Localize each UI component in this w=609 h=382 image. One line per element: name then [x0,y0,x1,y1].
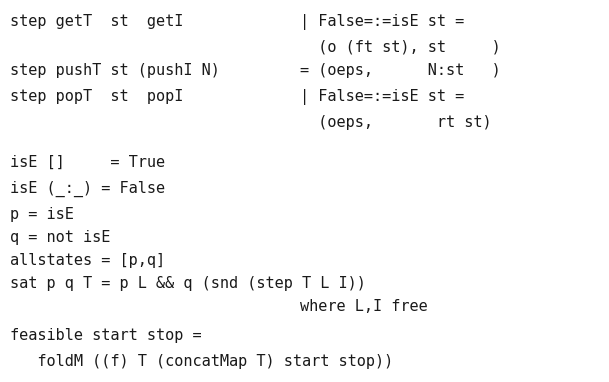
Text: step popT  st  popI: step popT st popI [10,89,183,104]
Text: q = not isE: q = not isE [10,230,110,245]
Text: = (oeps,      N:st   ): = (oeps, N:st ) [300,63,501,78]
Text: step getT  st  getI: step getT st getI [10,14,183,29]
Text: (o (ft st), st     ): (o (ft st), st ) [300,40,501,55]
Text: isE []     = True: isE [] = True [10,155,165,170]
Text: step pushT st (pushI N): step pushT st (pushI N) [10,63,220,78]
Text: feasible start stop =: feasible start stop = [10,328,202,343]
Text: | False=:=isE st =: | False=:=isE st = [300,14,464,30]
Text: isE (_:_) = False: isE (_:_) = False [10,181,165,197]
Text: p = isE: p = isE [10,207,74,222]
Text: | False=:=isE st =: | False=:=isE st = [300,89,464,105]
Text: where L,I free: where L,I free [300,299,428,314]
Text: (oeps,       rt st): (oeps, rt st) [300,115,491,130]
Text: allstates = [p,q]: allstates = [p,q] [10,253,165,268]
Text: foldM ((f) T (concatMap T) start stop)): foldM ((f) T (concatMap T) start stop)) [10,354,393,369]
Text: sat p q T = p L && q (snd (step T L I)): sat p q T = p L && q (snd (step T L I)) [10,276,366,291]
